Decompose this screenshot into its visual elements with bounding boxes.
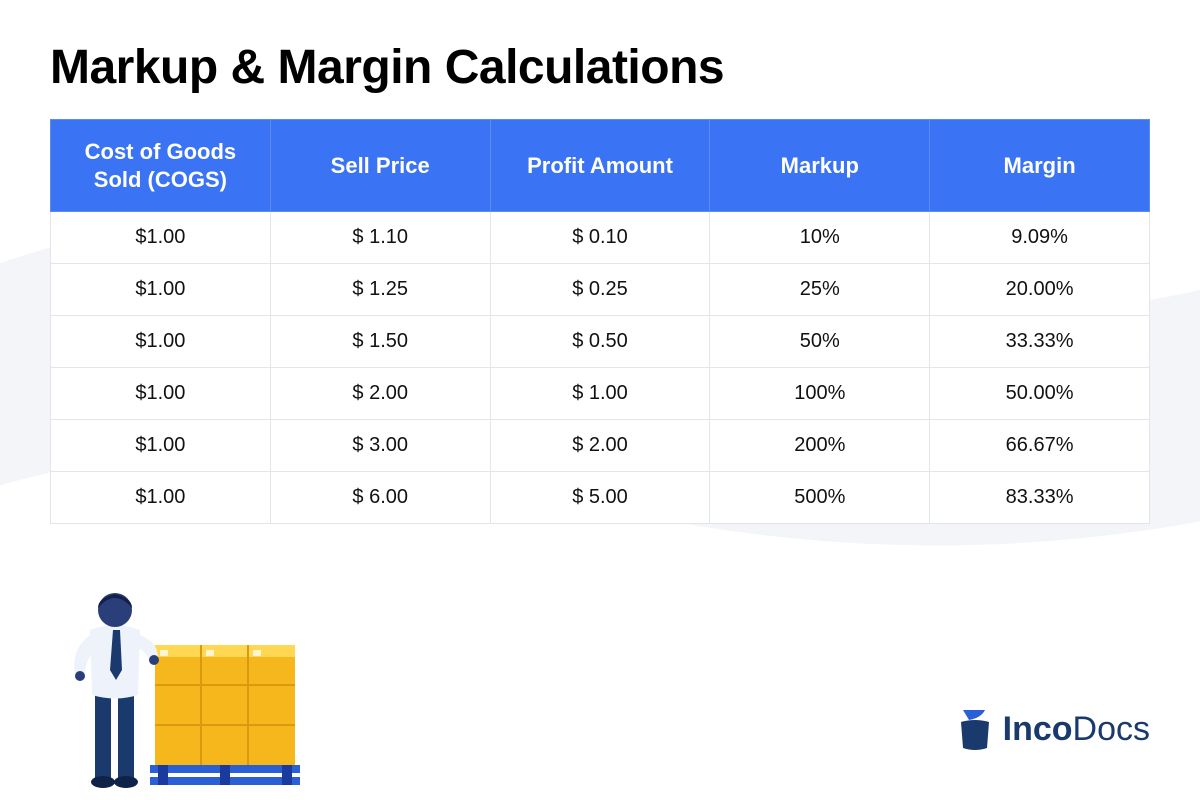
cell-margin: 66.67% [930,420,1150,472]
col-sell: Sell Price [270,120,490,212]
cell-cogs: $1.00 [51,472,271,524]
cell-cogs: $1.00 [51,264,271,316]
cell-profit: $ 0.25 [490,264,710,316]
cell-cogs: $1.00 [51,316,271,368]
cell-markup: 25% [710,264,930,316]
cell-cogs: $1.00 [51,212,271,264]
cell-sell: $ 1.10 [270,212,490,264]
cell-margin: 9.09% [930,212,1150,264]
table-header-row: Cost of Goods Sold (COGS) Sell Price Pro… [51,120,1150,212]
cell-sell: $ 2.00 [270,368,490,420]
cell-profit: $ 2.00 [490,420,710,472]
cell-markup: 50% [710,316,930,368]
boxes-icon [155,645,295,765]
cell-margin: 33.33% [930,316,1150,368]
cell-profit: $ 0.10 [490,212,710,264]
incodocs-logo: IncoDocs [957,708,1150,750]
cell-markup: 200% [710,420,930,472]
cell-margin: 83.33% [930,472,1150,524]
table-row: $1.00 $ 1.50 $ 0.50 50% 33.33% [51,316,1150,368]
logo-bold: Inco [1003,710,1073,748]
table-row: $1.00 $ 2.00 $ 1.00 100% 50.00% [51,368,1150,420]
col-profit: Profit Amount [490,120,710,212]
table-row: $1.00 $ 6.00 $ 5.00 500% 83.33% [51,472,1150,524]
markup-margin-table: Cost of Goods Sold (COGS) Sell Price Pro… [50,119,1150,524]
person-icon [74,593,159,788]
cell-sell: $ 1.50 [270,316,490,368]
logo-mark-icon [957,708,993,750]
cell-profit: $ 0.50 [490,316,710,368]
cell-cogs: $1.00 [51,368,271,420]
person-boxes-illustration [50,570,310,790]
cell-sell: $ 3.00 [270,420,490,472]
table-row: $1.00 $ 3.00 $ 2.00 200% 66.67% [51,420,1150,472]
col-cogs: Cost of Goods Sold (COGS) [51,120,271,212]
cell-sell: $ 1.25 [270,264,490,316]
logo-text: IncoDocs [1003,710,1150,749]
page-title: Markup & Margin Calculations [50,40,1150,95]
cell-profit: $ 1.00 [490,368,710,420]
cell-sell: $ 6.00 [270,472,490,524]
cell-profit: $ 5.00 [490,472,710,524]
cell-markup: 100% [710,368,930,420]
cell-margin: 20.00% [930,264,1150,316]
col-markup: Markup [710,120,930,212]
logo-light: Docs [1073,710,1150,748]
table-row: $1.00 $ 1.10 $ 0.10 10% 9.09% [51,212,1150,264]
cell-markup: 500% [710,472,930,524]
col-margin: Margin [930,120,1150,212]
cell-margin: 50.00% [930,368,1150,420]
cell-cogs: $1.00 [51,420,271,472]
cell-markup: 10% [710,212,930,264]
pallet-icon [150,765,300,785]
table-row: $1.00 $ 1.25 $ 0.25 25% 20.00% [51,264,1150,316]
